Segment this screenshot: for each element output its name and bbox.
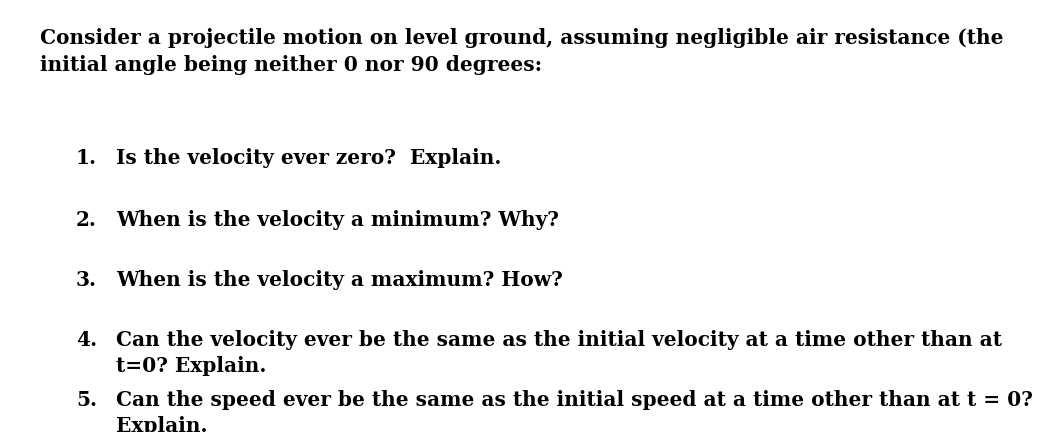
Text: 1.: 1. (76, 148, 98, 168)
Text: When is the velocity a minimum? Why?: When is the velocity a minimum? Why? (116, 210, 559, 230)
Text: Explain.: Explain. (116, 416, 208, 432)
Text: When is the velocity a maximum? How?: When is the velocity a maximum? How? (116, 270, 563, 290)
Text: 2.: 2. (76, 210, 96, 230)
Text: 4.: 4. (76, 330, 98, 350)
Text: Can the velocity ever be the same as the initial velocity at a time other than a: Can the velocity ever be the same as the… (116, 330, 1002, 350)
Text: 5.: 5. (76, 390, 98, 410)
Text: initial angle being neither 0 nor 90 degrees:: initial angle being neither 0 nor 90 deg… (40, 55, 542, 75)
Text: Consider a projectile motion on level ground, assuming negligible air resistance: Consider a projectile motion on level gr… (40, 28, 1004, 48)
Text: Is the velocity ever zero?  Explain.: Is the velocity ever zero? Explain. (116, 148, 501, 168)
Text: t=0? Explain.: t=0? Explain. (116, 356, 266, 376)
Text: 3.: 3. (76, 270, 98, 290)
Text: Can the speed ever be the same as the initial speed at a time other than at t = : Can the speed ever be the same as the in… (116, 390, 1032, 410)
